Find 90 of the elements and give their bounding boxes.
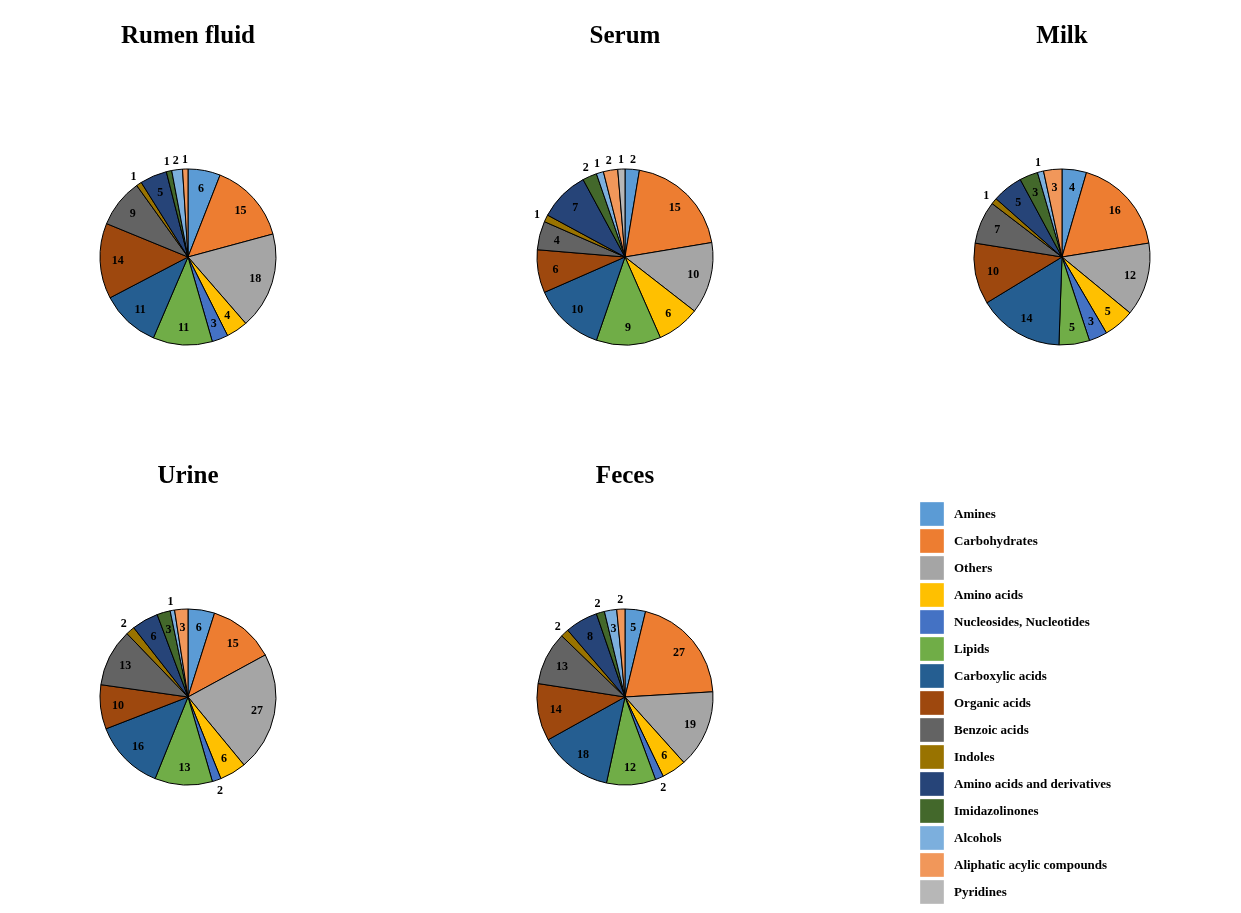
legend-label: Benzoic acids bbox=[954, 722, 1029, 737]
data-label: 16 bbox=[131, 739, 144, 754]
data-label: 2 bbox=[172, 152, 179, 167]
data-label: 5 bbox=[1068, 319, 1075, 334]
data-label: 2 bbox=[630, 152, 637, 167]
data-label: 3 bbox=[210, 315, 217, 330]
data-label: 10 bbox=[986, 263, 999, 278]
data-label: 2 bbox=[617, 592, 624, 607]
data-label: 10 bbox=[571, 301, 584, 316]
data-label: 6 bbox=[552, 261, 559, 276]
data-label: 3 bbox=[179, 619, 186, 634]
data-label: 1 bbox=[533, 206, 540, 221]
data-label: 5 bbox=[1015, 194, 1022, 209]
legend-label: Amino acids and derivatives bbox=[954, 776, 1112, 791]
data-label: 2 bbox=[660, 780, 667, 795]
data-label: 1 bbox=[167, 593, 174, 608]
data-label: 1 bbox=[130, 168, 137, 183]
data-label: 1 bbox=[617, 152, 624, 167]
data-label: 6 bbox=[195, 620, 202, 635]
legend-label: Aliphatic acylic compounds bbox=[954, 857, 1108, 872]
data-label: 18 bbox=[577, 746, 590, 761]
legend-label: Amino acids bbox=[954, 587, 1023, 602]
data-label: 2 bbox=[605, 153, 612, 168]
data-label: 10 bbox=[687, 267, 700, 282]
legend-label: Carbohydrates bbox=[954, 533, 1038, 548]
data-label: 1 bbox=[594, 156, 601, 171]
data-label: 15 bbox=[226, 635, 239, 650]
data-label: 27 bbox=[251, 703, 264, 718]
data-label: 14 bbox=[1020, 310, 1033, 325]
data-label: 2 bbox=[554, 618, 561, 633]
legend-label: Imidazolinones bbox=[954, 803, 1039, 818]
chart-title: Feces bbox=[595, 461, 655, 488]
data-label: 6 bbox=[198, 180, 205, 195]
data-label: 5 bbox=[630, 620, 637, 635]
data-label: 6 bbox=[661, 748, 668, 763]
legend-label: Indoles bbox=[954, 749, 995, 764]
data-label: 12 bbox=[623, 760, 636, 775]
data-label: 15 bbox=[668, 200, 681, 215]
legend-label: Nucleosides, Nucleotides bbox=[954, 614, 1090, 629]
data-label: 1 bbox=[983, 187, 990, 202]
data-label: 11 bbox=[134, 301, 146, 316]
data-label: 16 bbox=[1108, 203, 1121, 218]
data-label: 1 bbox=[163, 154, 170, 169]
data-label: 10 bbox=[112, 698, 125, 713]
data-label: 9 bbox=[129, 206, 136, 221]
data-label: 2 bbox=[594, 595, 601, 610]
data-label: 6 bbox=[150, 628, 157, 643]
data-label: 7 bbox=[994, 222, 1001, 237]
data-label: 27 bbox=[672, 644, 685, 659]
chart-title: Milk bbox=[1036, 21, 1088, 48]
data-label: 5 bbox=[1104, 303, 1111, 318]
legend-label: Amines bbox=[954, 506, 996, 521]
legend-label: Others bbox=[954, 560, 993, 575]
data-label: 5 bbox=[157, 185, 164, 200]
data-label: 1 bbox=[181, 152, 188, 167]
data-label: 13 bbox=[119, 657, 132, 672]
data-label: 15 bbox=[234, 203, 247, 217]
data-label: 7 bbox=[572, 200, 579, 215]
legend-label: Alcohols bbox=[954, 830, 1002, 845]
data-label: 4 bbox=[1068, 180, 1075, 195]
legend-label: Carboxylic acids bbox=[954, 668, 1047, 683]
data-label: 18 bbox=[249, 270, 262, 285]
data-label: 3 bbox=[165, 622, 172, 637]
data-label: 2 bbox=[582, 160, 589, 175]
data-label: 4 bbox=[224, 308, 231, 323]
legend-label: Lipids bbox=[954, 641, 990, 656]
data-label: 9 bbox=[624, 320, 631, 335]
data-label: 3 bbox=[1032, 184, 1039, 199]
data-label: 6 bbox=[665, 305, 672, 320]
data-label: 3 bbox=[1051, 179, 1058, 194]
data-label: 14 bbox=[111, 253, 124, 268]
data-label: 13 bbox=[555, 658, 568, 673]
data-label: 8 bbox=[587, 628, 594, 643]
data-label: 12 bbox=[1123, 268, 1136, 283]
data-label: 1 bbox=[1035, 154, 1042, 169]
legend-label: Organic acids bbox=[954, 695, 1031, 710]
chart-title: Serum bbox=[589, 21, 661, 48]
data-label: 3 bbox=[1087, 314, 1094, 329]
data-label: 2 bbox=[216, 782, 223, 797]
legend-label: Pyridines bbox=[954, 884, 1007, 899]
data-label: 11 bbox=[177, 320, 190, 335]
data-label: 4 bbox=[553, 232, 560, 247]
chart-title: Rumen fluid bbox=[120, 21, 256, 48]
data-label: 3 bbox=[610, 620, 617, 635]
chart-title: Urine bbox=[157, 461, 219, 488]
data-label: 2 bbox=[120, 616, 127, 631]
data-label: 13 bbox=[178, 760, 191, 775]
data-label: 14 bbox=[549, 702, 562, 717]
data-label: 19 bbox=[684, 716, 697, 731]
data-label: 6 bbox=[220, 750, 227, 765]
